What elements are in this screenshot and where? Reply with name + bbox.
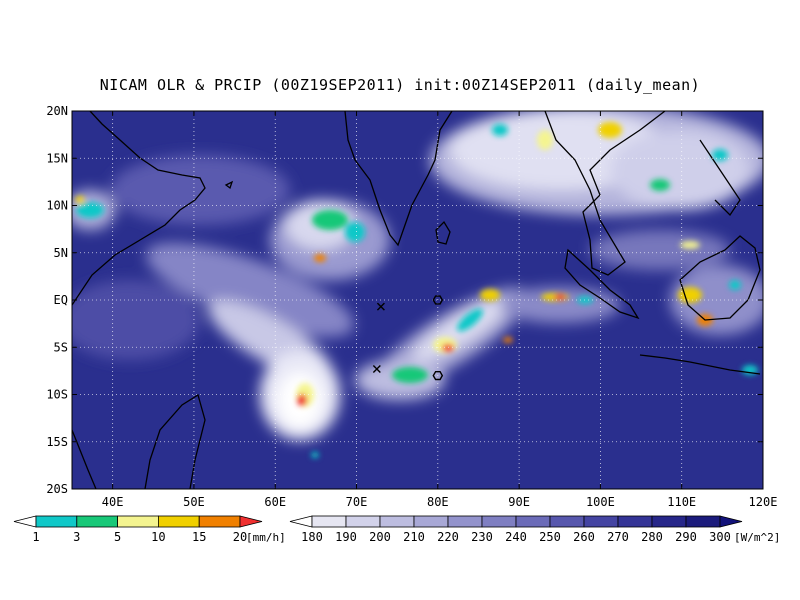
lat-tick-label: 5S	[54, 340, 68, 354]
lat-tick-label: 10N	[46, 199, 68, 213]
colorbar-box	[549, 515, 585, 528]
colorbar-box	[76, 515, 119, 528]
colorbar-box	[685, 515, 721, 528]
colorbar-label: 210	[403, 530, 425, 544]
lon-tick-label: 70E	[346, 495, 368, 509]
storm-markers	[372, 295, 444, 381]
colorbar-label: 10	[151, 530, 165, 544]
colorbar-box	[157, 515, 200, 528]
lon-tick-label: 80E	[427, 495, 449, 509]
colorbar-box	[481, 515, 517, 528]
colorbar-box	[447, 515, 483, 528]
hexagon-marker	[432, 295, 444, 305]
colorbar-label: 230	[471, 530, 493, 544]
map-title: NICAM OLR & PRCIP (00Z19SEP2011) init:00…	[99, 76, 701, 94]
lat-tick-label: 5N	[54, 246, 68, 260]
madagascar-coastline	[144, 393, 206, 489]
colorbar-label: 300	[709, 530, 731, 544]
philippines-coastline	[699, 139, 741, 217]
cross-marker	[376, 302, 385, 311]
colorbar-label: 3	[73, 530, 80, 544]
lat-lon-grid	[72, 111, 763, 489]
colorbar-left-arrow	[13, 515, 37, 528]
lon-tick-label: 120E	[749, 495, 778, 509]
colorbar-label: 180	[301, 530, 323, 544]
colorbar-label: 290	[675, 530, 697, 544]
colorbar-box	[515, 515, 551, 528]
lon-tick-label: 50E	[183, 495, 205, 509]
colorbar-right-arrow	[239, 515, 263, 528]
lat-tick-label: EQ	[54, 293, 68, 307]
colorbar-box	[651, 515, 687, 528]
colorbar-label: 5	[114, 530, 121, 544]
india-coastline	[344, 111, 453, 247]
java-coastline	[639, 354, 761, 375]
colorbar-unit: [W/m^2]	[734, 531, 780, 544]
borneo-coastline	[679, 235, 761, 321]
colorbar-label: 1	[32, 530, 39, 544]
colorbar-label: 280	[641, 530, 663, 544]
coastlines	[72, 111, 761, 489]
colorbar-label: 250	[539, 530, 561, 544]
olr-field	[72, 111, 763, 489]
colorbar-box	[617, 515, 653, 528]
lon-tick-label: 40E	[102, 495, 124, 509]
colorbar-box	[379, 515, 415, 528]
sri-lanka-coastline	[435, 220, 451, 245]
lat-tick-label: 10S	[46, 388, 68, 402]
colorbar-label: 240	[505, 530, 527, 544]
lon-tick-label: 100E	[586, 495, 615, 509]
lat-tick-label: 15S	[46, 435, 68, 449]
africa-coastline	[72, 111, 206, 306]
colorbar-label: 190	[335, 530, 357, 544]
sumatra-coastline	[564, 248, 640, 320]
colorbar-label: 220	[437, 530, 459, 544]
colorbar-box	[583, 515, 619, 528]
colorbar-box	[117, 515, 159, 528]
colorbar-right-arrow	[719, 515, 743, 528]
lat-tick-label: 20N	[46, 104, 68, 118]
lat-tick-label: 15N	[46, 151, 68, 165]
lon-tick-label: 110E	[667, 495, 696, 509]
colorbar-box	[311, 515, 347, 528]
precip-legend: 1 3 5 10 15 20[mm/h]	[13, 515, 286, 544]
lon-tick-label: 60E	[264, 495, 286, 509]
indochina-coastline	[544, 111, 666, 276]
colorbar-label: 20	[233, 530, 247, 544]
map-axes: 20N 15N 10N 5N EQ 5S 10S 15S 20S 40E 50E 60E 70E 80E 9…	[46, 104, 777, 509]
lat-tick-label: 20S	[46, 482, 68, 496]
colorbar-box	[35, 515, 78, 528]
colorbar-unit: [mm/h]	[246, 531, 286, 544]
colorbar-label: 270	[607, 530, 629, 544]
colorbar-label: 260	[573, 530, 595, 544]
colorbar-label: 200	[369, 530, 391, 544]
colorbar-label: 15	[192, 530, 206, 544]
cross-marker	[372, 364, 381, 373]
colorbar-left-arrow	[289, 515, 313, 528]
lon-tick-label: 90E	[508, 495, 530, 509]
colorbar-box	[345, 515, 381, 528]
colorbar-box	[198, 515, 241, 528]
olr-legend: 180 190 200 210 220 230 240 250 260 270 280 290 300[…	[289, 515, 780, 544]
hexagon-marker	[432, 371, 444, 381]
colorbar-box	[413, 515, 449, 528]
